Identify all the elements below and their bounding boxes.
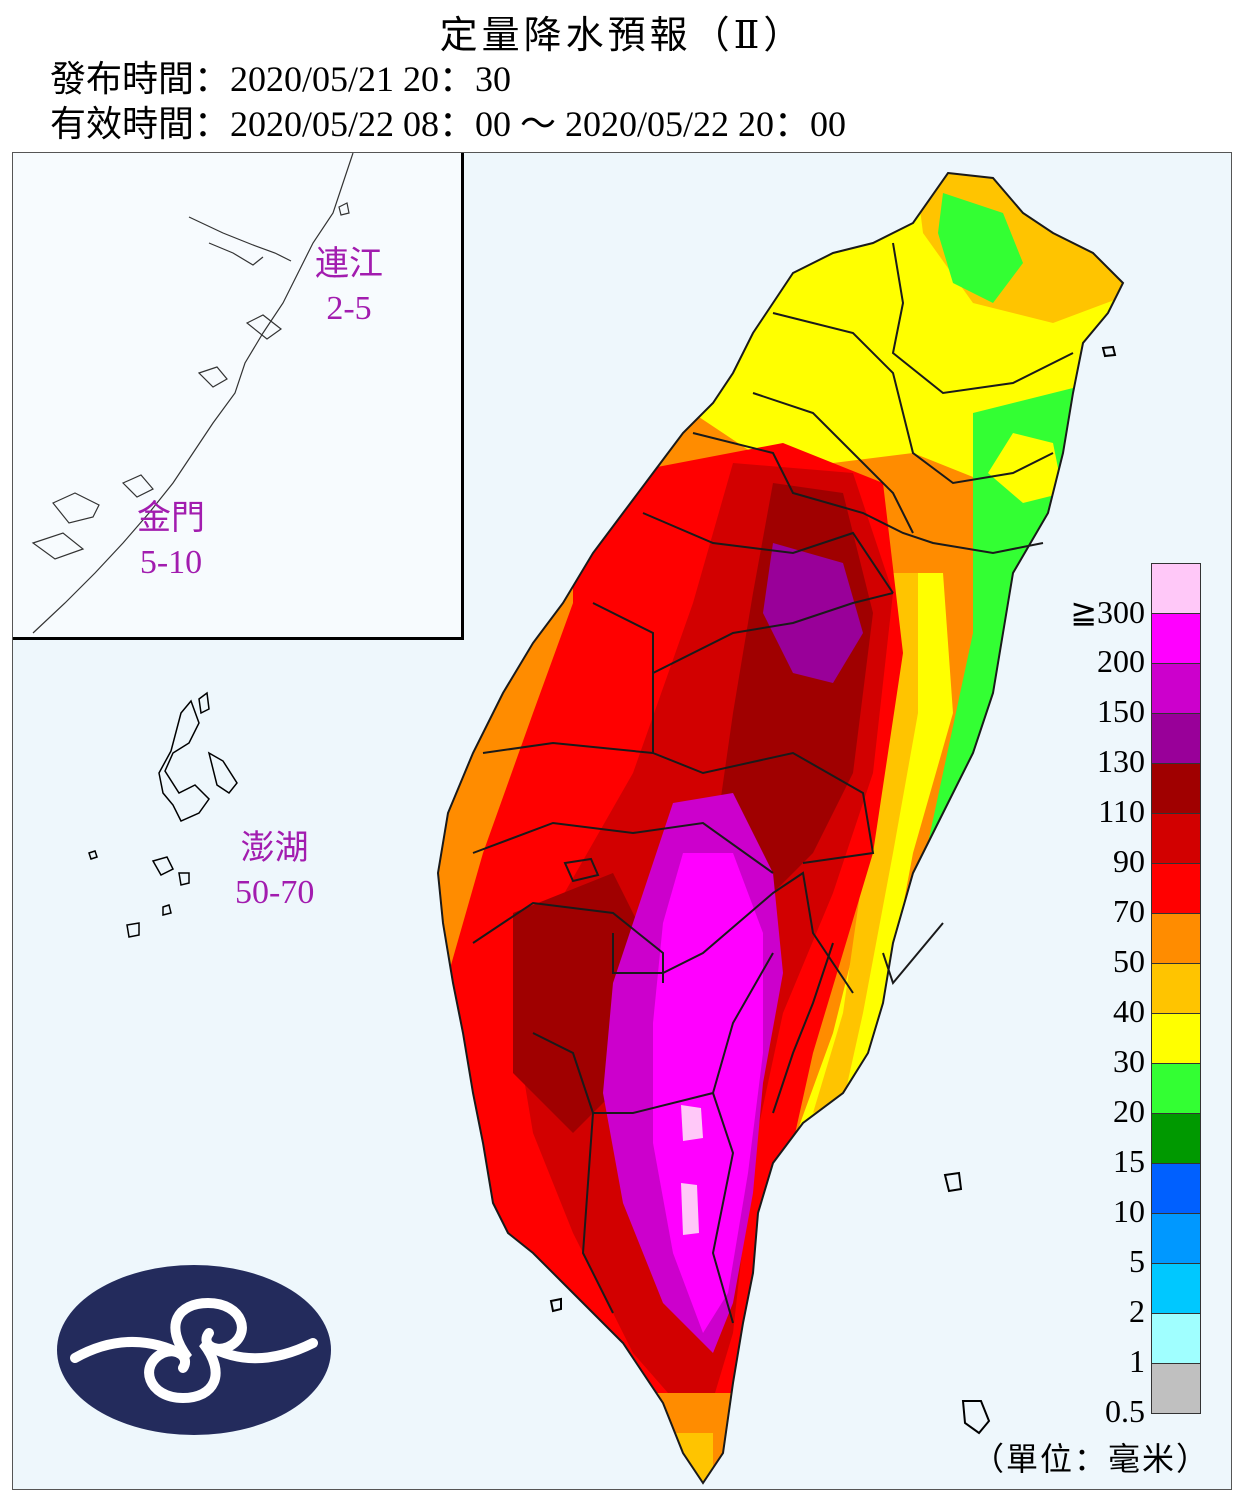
legend-swatch <box>1151 1113 1201 1163</box>
legend-tick-label: 1 <box>1129 1343 1145 1379</box>
legend-tick-label: 110 <box>1098 793 1145 829</box>
taiwan-rainfall-map <box>57 171 1125 1485</box>
legend-swatch <box>1151 1263 1201 1313</box>
legend-tick-label: 90 <box>1113 843 1145 879</box>
legend-tick-label: 2 <box>1129 1293 1145 1329</box>
legend-tick-label: 10 <box>1113 1193 1145 1229</box>
map-panel: 連江 2-5 金門 5-10 澎湖 50-70 ≧300 200 150 130 110… <box>12 152 1232 1490</box>
legend-swatch <box>1151 1313 1201 1363</box>
lienchiang-label: 連江 2-5 <box>315 243 383 331</box>
legend-swatch <box>1151 963 1201 1013</box>
legend-swatch <box>1151 1213 1201 1263</box>
cwa-logo <box>57 1265 331 1435</box>
legend-swatch <box>1151 1063 1201 1113</box>
legend-tick-label: 50 <box>1113 943 1145 979</box>
legend-tick-label: 15 <box>1113 1143 1145 1179</box>
legend-swatch <box>1151 1363 1201 1414</box>
legend-tick-label: 130 <box>1097 743 1145 779</box>
rainfall-legend <box>1151 563 1201 1414</box>
legend-tick-label: 40 <box>1113 993 1145 1029</box>
county-boundaries <box>436 171 1125 1485</box>
lienchiang-name: 連江 <box>315 246 383 283</box>
legend-tick-label: 0.5 <box>1105 1393 1145 1429</box>
legend-tick-label: 150 <box>1097 693 1145 729</box>
legend-swatch <box>1151 613 1201 663</box>
penghu-name: 澎湖 <box>240 830 309 867</box>
legend-swatch <box>1151 663 1201 713</box>
kinmen-name: 金門 <box>137 500 205 537</box>
map-title: 定量降水預報（Ⅱ） <box>439 13 806 57</box>
unit-label: （單位：毫米） <box>972 1440 1211 1478</box>
legend-swatch <box>1151 1013 1201 1063</box>
penghu-islands <box>88 691 238 938</box>
rainfall-zones <box>438 173 1123 1483</box>
offshore-islands <box>549 345 1117 1435</box>
kinmen-label: 金門 5-10 <box>137 497 205 585</box>
kinmen-range: 5-10 <box>139 544 203 581</box>
legend-tick-label: 30 <box>1113 1043 1145 1079</box>
issue-time: 發布時間：2020/05/21 20：30 <box>50 59 512 99</box>
penghu-label: 澎湖 50-70 <box>235 827 314 915</box>
legend-swatch <box>1151 913 1201 963</box>
legend-tick-label: ≧300 <box>1070 594 1145 630</box>
legend-swatch <box>1151 813 1201 863</box>
offshore-inset-box <box>13 153 464 640</box>
legend-tick-label: 5 <box>1129 1243 1145 1279</box>
mainland-coast-map <box>31 153 354 634</box>
legend-tick-label: 70 <box>1113 893 1145 929</box>
legend-swatch <box>1151 863 1201 913</box>
legend-tick-label: 20 <box>1113 1093 1145 1129</box>
legend-tick-label: 200 <box>1097 643 1145 679</box>
penghu-range: 50-70 <box>235 874 315 911</box>
legend-swatch <box>1151 713 1201 763</box>
legend-swatch <box>1151 563 1201 613</box>
legend-swatch <box>1151 763 1201 813</box>
lienchiang-range: 2-5 <box>326 290 372 327</box>
legend-swatch <box>1151 1163 1201 1213</box>
valid-time: 有效時間：2020/05/22 08：00 ～ 2020/05/22 20：00 <box>50 104 847 144</box>
